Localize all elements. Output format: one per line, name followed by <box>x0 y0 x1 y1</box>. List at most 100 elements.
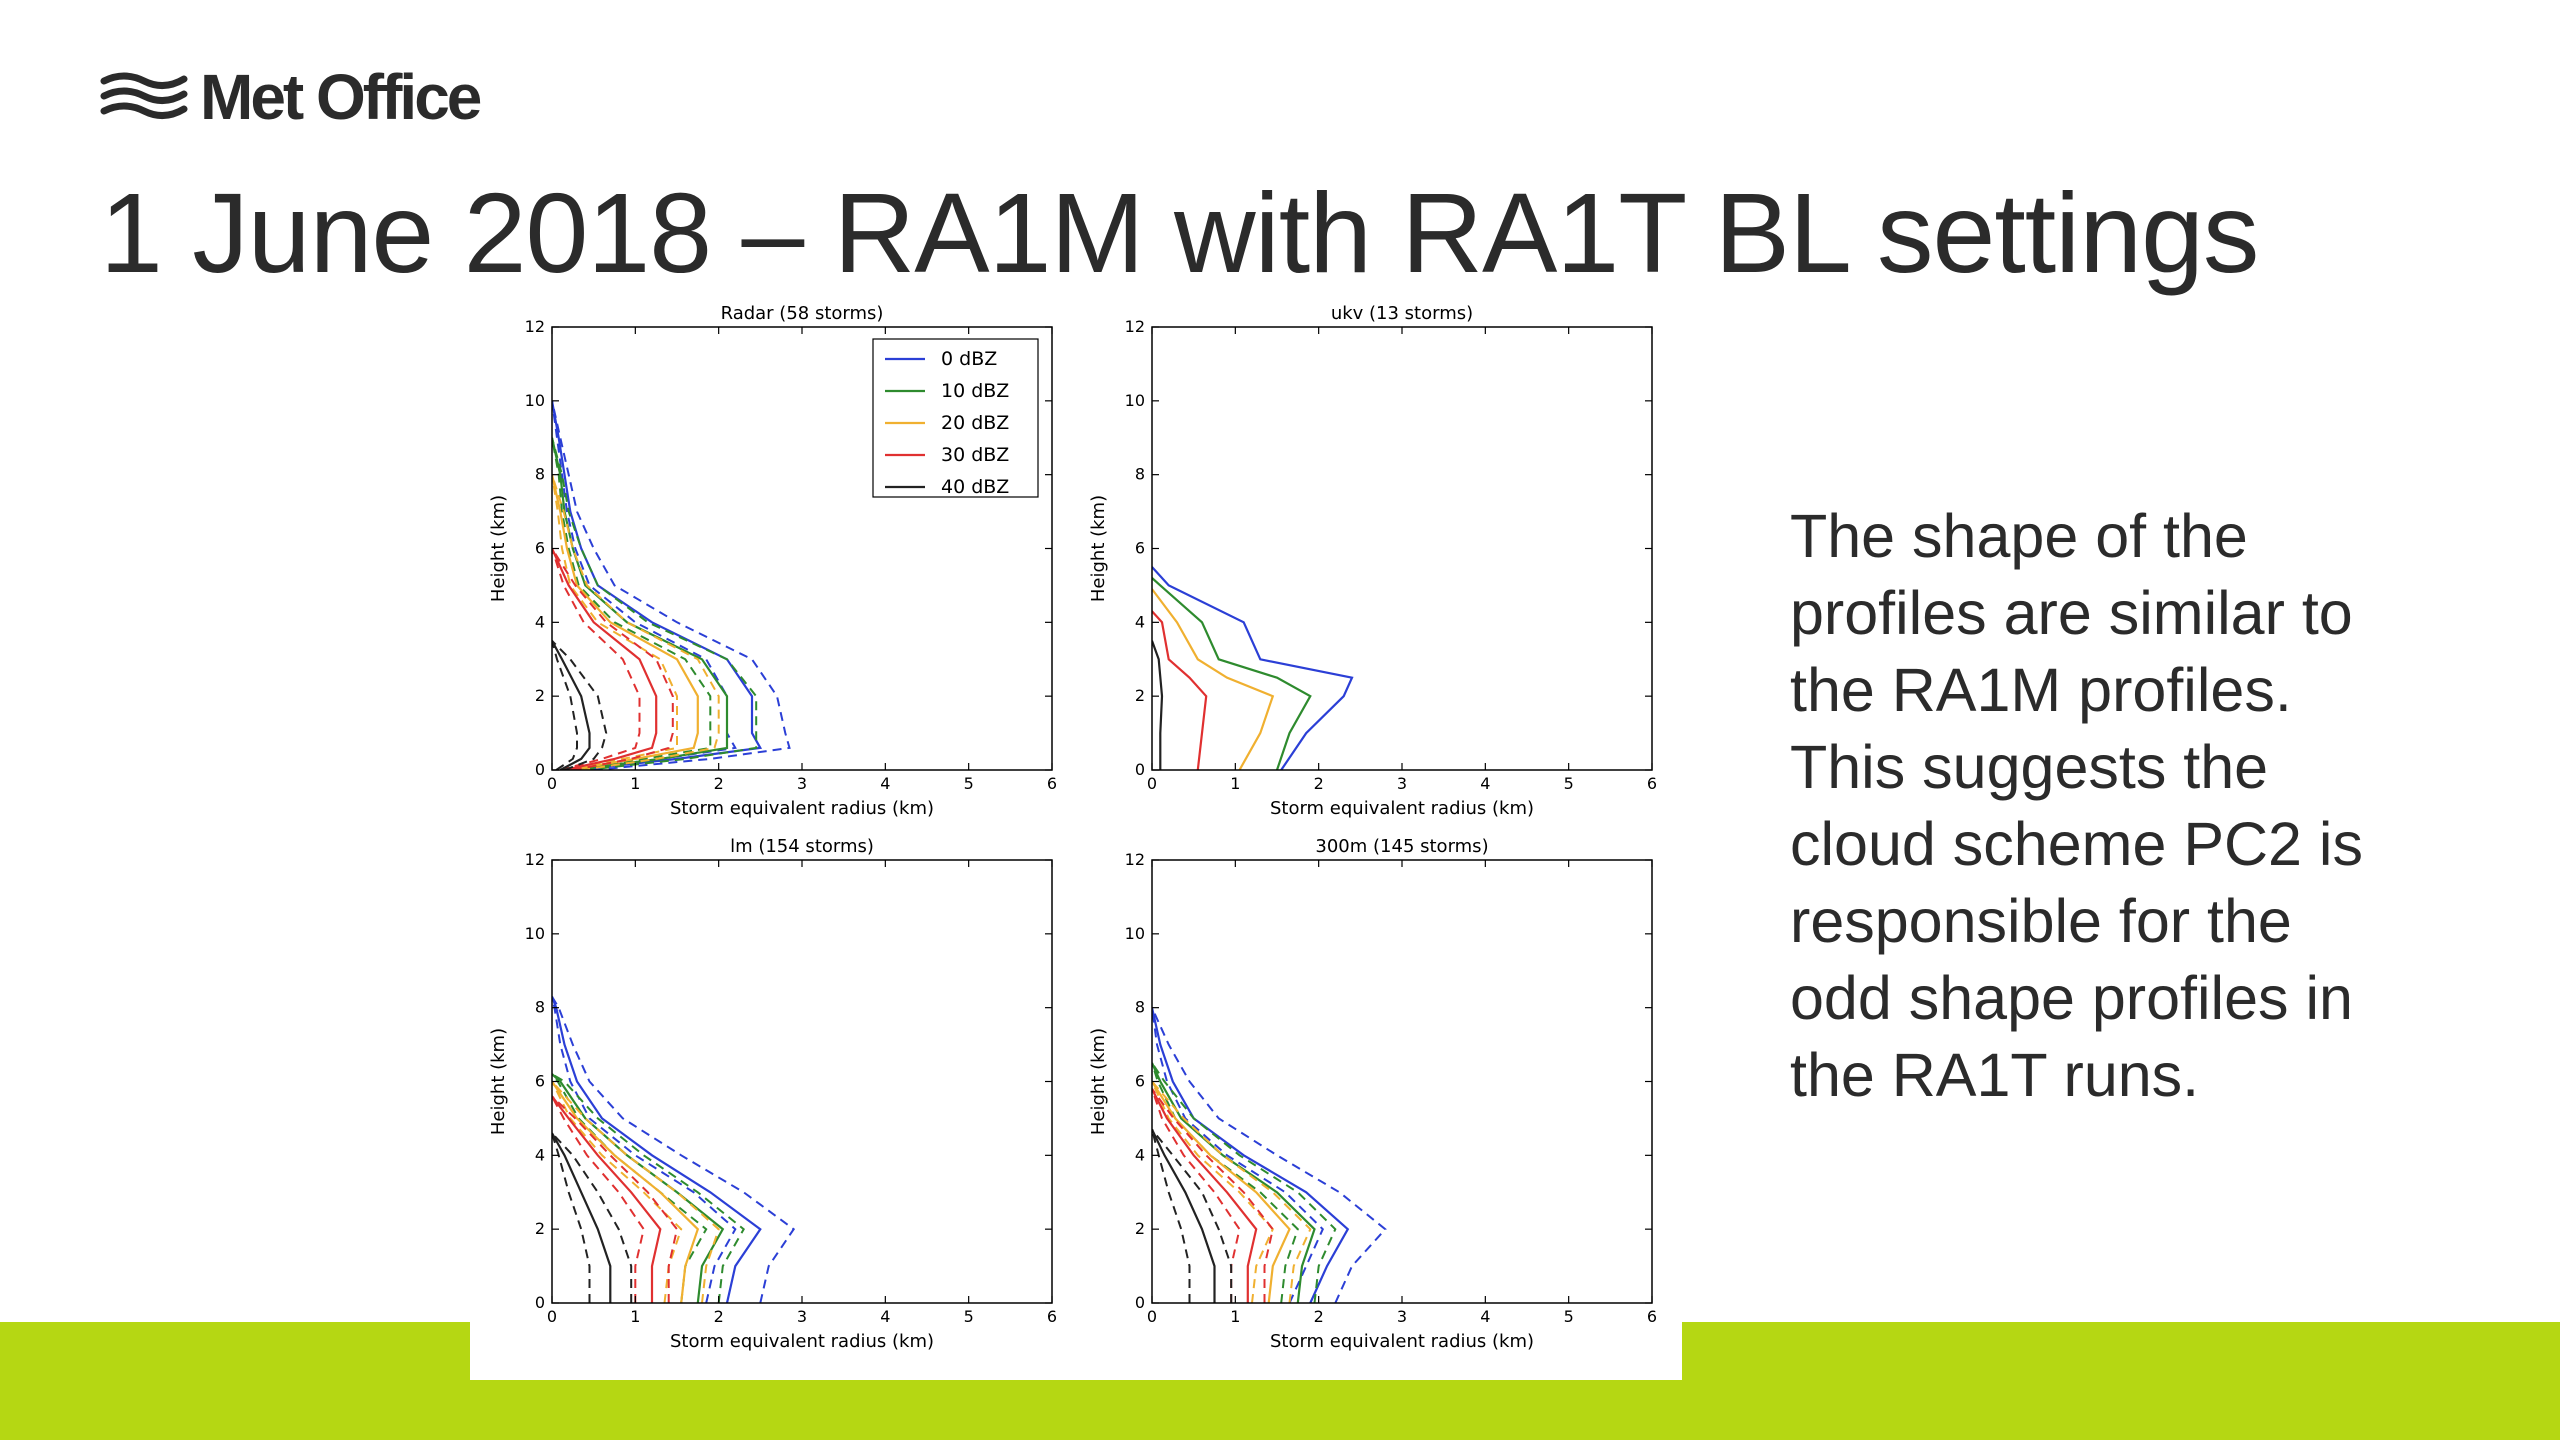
y-tick-label: 2 <box>1135 686 1145 705</box>
y-tick-label: 2 <box>535 686 545 705</box>
series-q75-line <box>552 1080 720 1303</box>
x-axis-label: Storm equivalent radius (km) <box>1270 1331 1534 1352</box>
series-median-line <box>1152 1088 1258 1303</box>
x-tick-label: 3 <box>1397 1307 1407 1326</box>
chart-title: lm (154 storms) <box>730 836 874 857</box>
series-median-line <box>1152 640 1164 770</box>
series-q75-line <box>552 474 720 770</box>
body-line: responsible for the <box>1790 887 2292 955</box>
x-tick-label: 1 <box>1230 1307 1240 1326</box>
series-q75-line <box>1152 1007 1387 1303</box>
met-office-logo-icon <box>100 72 188 119</box>
y-tick-label: 8 <box>535 998 545 1017</box>
y-tick-label: 8 <box>1135 998 1145 1017</box>
x-tick-label: 4 <box>1480 774 1490 793</box>
body-line: The shape of the <box>1790 502 2248 570</box>
series-median-line <box>1152 566 1354 770</box>
chart-title: ukv (13 storms) <box>1331 303 1473 324</box>
series-q25-line <box>552 474 678 770</box>
x-tick-label: 5 <box>1564 1307 1574 1326</box>
chart-title: Radar (58 storms) <box>721 303 884 324</box>
series-q75-line <box>1152 1088 1274 1303</box>
series-group <box>552 400 791 770</box>
series-group <box>552 996 796 1303</box>
x-tick-label: 3 <box>797 1307 807 1326</box>
series-group <box>1152 566 1354 770</box>
series-median-line <box>552 996 762 1303</box>
x-tick-label: 6 <box>1047 1307 1057 1326</box>
legend-entry: 0 dBZ <box>941 348 997 370</box>
y-tick-label: 2 <box>535 1219 545 1238</box>
series-median-line <box>552 1073 725 1303</box>
series-median-line <box>1152 588 1275 770</box>
x-tick-label: 1 <box>630 774 640 793</box>
series-q25-line <box>552 1132 591 1303</box>
body-line: odd shape profiles in <box>1790 964 2353 1032</box>
y-tick-label: 0 <box>1135 1293 1145 1312</box>
y-tick-label: 6 <box>1135 539 1145 558</box>
series-q25-line <box>552 996 737 1303</box>
y-tick-label: 6 <box>1135 1072 1145 1091</box>
x-tick-label: 2 <box>1314 1307 1324 1326</box>
x-axis-label: Storm equivalent radius (km) <box>1270 798 1534 819</box>
plot-frame <box>1151 326 1653 771</box>
x-tick-label: 6 <box>1647 1307 1657 1326</box>
y-axis-label: Height (km) <box>1088 1028 1109 1135</box>
x-tick-label: 2 <box>714 774 724 793</box>
series-median-line <box>552 1080 700 1303</box>
plot-frame <box>1151 859 1653 1304</box>
y-tick-label: 0 <box>1135 760 1145 779</box>
x-tick-label: 4 <box>880 774 890 793</box>
series-q25-line <box>1152 1007 1324 1303</box>
series-q25-line <box>552 1095 645 1303</box>
series-q25-line <box>1152 1129 1191 1303</box>
y-tick-label: 12 <box>1125 850 1145 869</box>
series-q75-line <box>552 996 796 1303</box>
series-group <box>1152 1007 1387 1303</box>
series-q75-line <box>552 1095 679 1303</box>
x-tick-label: 6 <box>1647 774 1657 793</box>
chart-title: 300m (145 storms) <box>1315 836 1488 857</box>
y-tick-label: 6 <box>535 1072 545 1091</box>
series-median-line <box>552 548 658 770</box>
body-line: the RA1M profiles. <box>1790 656 2292 724</box>
series-q75-line <box>552 640 608 770</box>
y-tick-label: 4 <box>1135 612 1145 631</box>
x-tick-label: 6 <box>1047 774 1057 793</box>
x-tick-label: 0 <box>1147 774 1157 793</box>
x-tick-label: 1 <box>1230 774 1240 793</box>
y-axis-label: Height (km) <box>1088 495 1109 602</box>
series-median-line <box>1152 1129 1216 1303</box>
x-tick-label: 0 <box>547 1307 557 1326</box>
body-line: the RA1T runs. <box>1790 1041 2200 1109</box>
met-office-logo: Met Office <box>100 61 482 133</box>
plot-frame <box>551 859 1053 1304</box>
series-median-line <box>1152 1062 1316 1303</box>
y-axis-label: Height (km) <box>488 495 509 602</box>
y-tick-label: 10 <box>525 924 545 943</box>
series-median-line <box>552 1095 662 1303</box>
series-median-line <box>552 400 763 770</box>
series-q75-line <box>552 547 674 770</box>
series-median-line <box>552 474 699 770</box>
body-line: profiles are similar to <box>1790 579 2353 647</box>
legend-entry: 30 dBZ <box>941 444 1009 466</box>
series-q25-line <box>1152 1081 1274 1303</box>
series-q25-line <box>1152 1062 1299 1303</box>
y-tick-label: 12 <box>525 850 545 869</box>
x-tick-label: 4 <box>1480 1307 1490 1326</box>
y-tick-label: 4 <box>535 612 545 631</box>
series-q75-line <box>552 1132 633 1303</box>
figure-panel: 0 1 2 3 4 5 6 0 2 4 6 8 10 12 Radar (58 storms) Storm e… <box>470 295 1682 1380</box>
x-tick-label: 2 <box>1314 774 1324 793</box>
series-q75-line <box>1152 1128 1233 1303</box>
x-tick-label: 3 <box>797 774 807 793</box>
series-median-line <box>1152 1080 1291 1303</box>
x-tick-label: 4 <box>880 1307 890 1326</box>
series-median-line <box>1152 577 1312 770</box>
y-tick-label: 4 <box>535 1145 545 1164</box>
y-tick-label: 10 <box>1125 924 1145 943</box>
